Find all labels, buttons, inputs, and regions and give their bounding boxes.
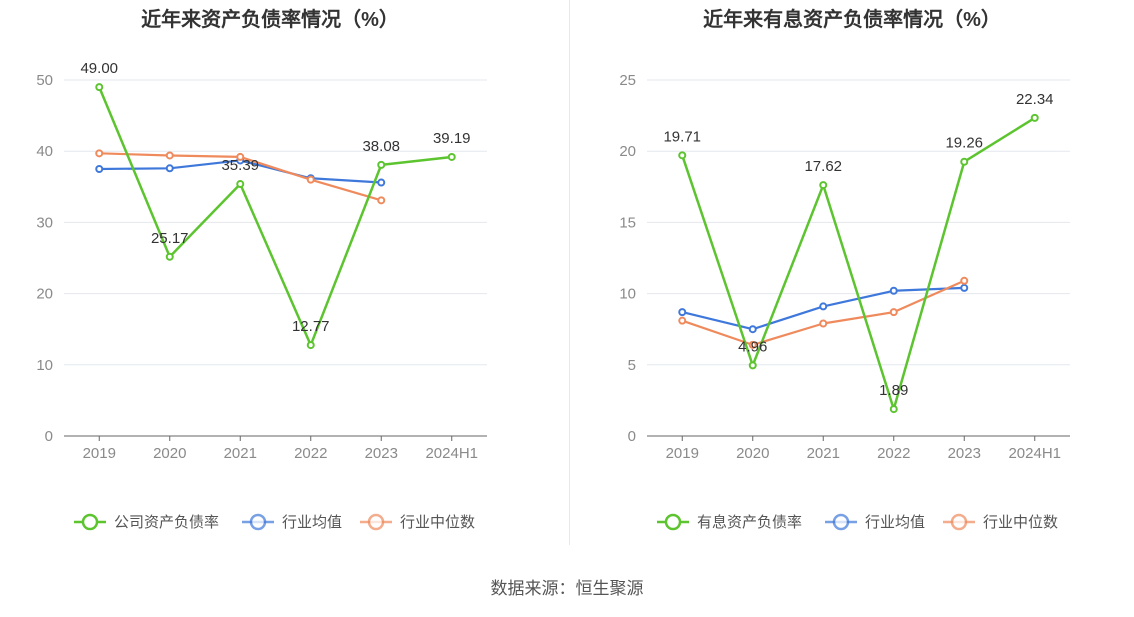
- y-tick-label: 40: [36, 143, 53, 160]
- data-label: 4.96: [738, 338, 767, 355]
- legend-label: 公司资产负债率: [114, 514, 219, 531]
- data-label: 25.17: [151, 230, 189, 247]
- legend-marker: [950, 513, 968, 531]
- legend-marker: [81, 513, 99, 531]
- legend-item-median[interactable]: 行业中位数: [943, 513, 1058, 531]
- data-label: 1.89: [879, 382, 908, 399]
- data-point-median: [748, 340, 757, 349]
- legend-marker: [249, 513, 267, 531]
- series-line-main: [98, 86, 452, 347]
- y-tick-label: 30: [36, 214, 53, 231]
- data-label: 38.08: [362, 138, 400, 155]
- data-label: 19.71: [663, 128, 701, 145]
- x-tick-label: 2022: [877, 445, 910, 462]
- data-point-median: [377, 196, 386, 205]
- data-point-main: [748, 361, 757, 370]
- data-point-avg: [748, 325, 757, 334]
- x-tick-label: 2024H1: [1008, 445, 1061, 462]
- data-point-avg: [678, 308, 687, 317]
- data-point-avg: [165, 164, 174, 173]
- data-label: 39.19: [433, 130, 471, 147]
- data-label: 19.26: [945, 135, 983, 152]
- legend-item-avg[interactable]: 行业均值: [242, 513, 342, 531]
- legend-marker: [832, 513, 850, 531]
- legend-item-avg[interactable]: 行业均值: [825, 513, 925, 531]
- y-tick-label: 50: [36, 72, 53, 89]
- data-point-main: [960, 157, 969, 166]
- legend-label: 行业均值: [865, 514, 925, 531]
- x-tick-label: 2021: [224, 445, 257, 462]
- legend-item-main[interactable]: 公司资产负债率: [74, 513, 219, 531]
- series-line-main: [681, 116, 1036, 411]
- x-tick-label: 2019: [83, 445, 116, 462]
- x-tick-label: 2021: [807, 445, 840, 462]
- data-point-median: [960, 276, 969, 285]
- data-point-median: [889, 308, 898, 317]
- data-point-main: [1030, 113, 1039, 122]
- data-label: 22.34: [1016, 91, 1054, 108]
- legend-item-main[interactable]: 有息资产负债率: [657, 513, 802, 531]
- data-source-note: 数据来源：恒生聚源: [490, 579, 644, 598]
- legend-label: 行业中位数: [400, 514, 475, 531]
- data-point-avg: [377, 178, 386, 187]
- data-point-avg: [960, 283, 969, 292]
- data-label: 17.62: [804, 158, 842, 175]
- y-tick-label: 5: [628, 357, 636, 374]
- data-point-avg: [819, 302, 828, 311]
- data-point-median: [819, 319, 828, 328]
- y-tick-label: 25: [619, 72, 636, 89]
- data-point-main: [447, 152, 456, 161]
- data-point-main: [95, 83, 104, 92]
- chart-title: 近年来资产负债率情况（%）: [141, 7, 399, 31]
- data-point-avg: [95, 165, 104, 173]
- y-tick-label: 15: [619, 214, 636, 231]
- y-tick-label: 0: [628, 428, 636, 445]
- y-tick-label: 10: [36, 357, 53, 374]
- data-label: 35.39: [221, 157, 259, 174]
- chart-panel-2: 近年来有息资产负债率情况（%） 0 5 10 15 20 25 2019 2020 2021 202…: [619, 7, 1070, 531]
- legend-label: 有息资产负债率: [697, 514, 802, 531]
- data-point-main: [889, 405, 898, 414]
- y-tick-label: 10: [619, 286, 636, 303]
- panel-divider: [569, 0, 570, 545]
- legend-label: 行业均值: [282, 514, 342, 531]
- data-point-main: [678, 151, 687, 160]
- data-point-median: [95, 149, 104, 158]
- x-tick-label: 2020: [153, 445, 186, 462]
- data-point-median: [306, 175, 315, 184]
- y-tick-label: 0: [45, 428, 53, 445]
- chart-title: 近年来有息资产负债率情况（%）: [703, 7, 1001, 31]
- data-point-main: [819, 181, 828, 190]
- x-tick-label: 2024H1: [425, 445, 478, 462]
- data-point-avg: [889, 286, 898, 295]
- data-point-main: [306, 341, 315, 350]
- legend-marker: [367, 513, 385, 531]
- data-point-main: [377, 160, 386, 169]
- x-tick-label: 2023: [948, 445, 981, 462]
- data-point-median: [678, 316, 687, 325]
- data-point-median: [165, 151, 174, 160]
- data-point-median: [236, 152, 245, 161]
- data-point-main: [165, 252, 174, 261]
- x-tick-label: 2023: [365, 445, 398, 462]
- x-tick-label: 2020: [736, 445, 769, 462]
- legend-label: 行业中位数: [983, 514, 1058, 531]
- data-label: 49.00: [80, 60, 118, 77]
- y-tick-label: 20: [36, 286, 53, 303]
- y-tick-label: 20: [619, 143, 636, 160]
- data-label: 12.77: [292, 318, 330, 335]
- chart-panel-1: 近年来资产负债率情况（%） 0 10 20 30 40 50 2019 2020 2021 2022…: [36, 7, 487, 531]
- legend-item-median[interactable]: 行业中位数: [360, 513, 475, 531]
- x-tick-label: 2022: [294, 445, 327, 462]
- x-tick-label: 2019: [666, 445, 699, 462]
- legend-marker: [664, 513, 682, 531]
- data-point-main: [236, 180, 245, 189]
